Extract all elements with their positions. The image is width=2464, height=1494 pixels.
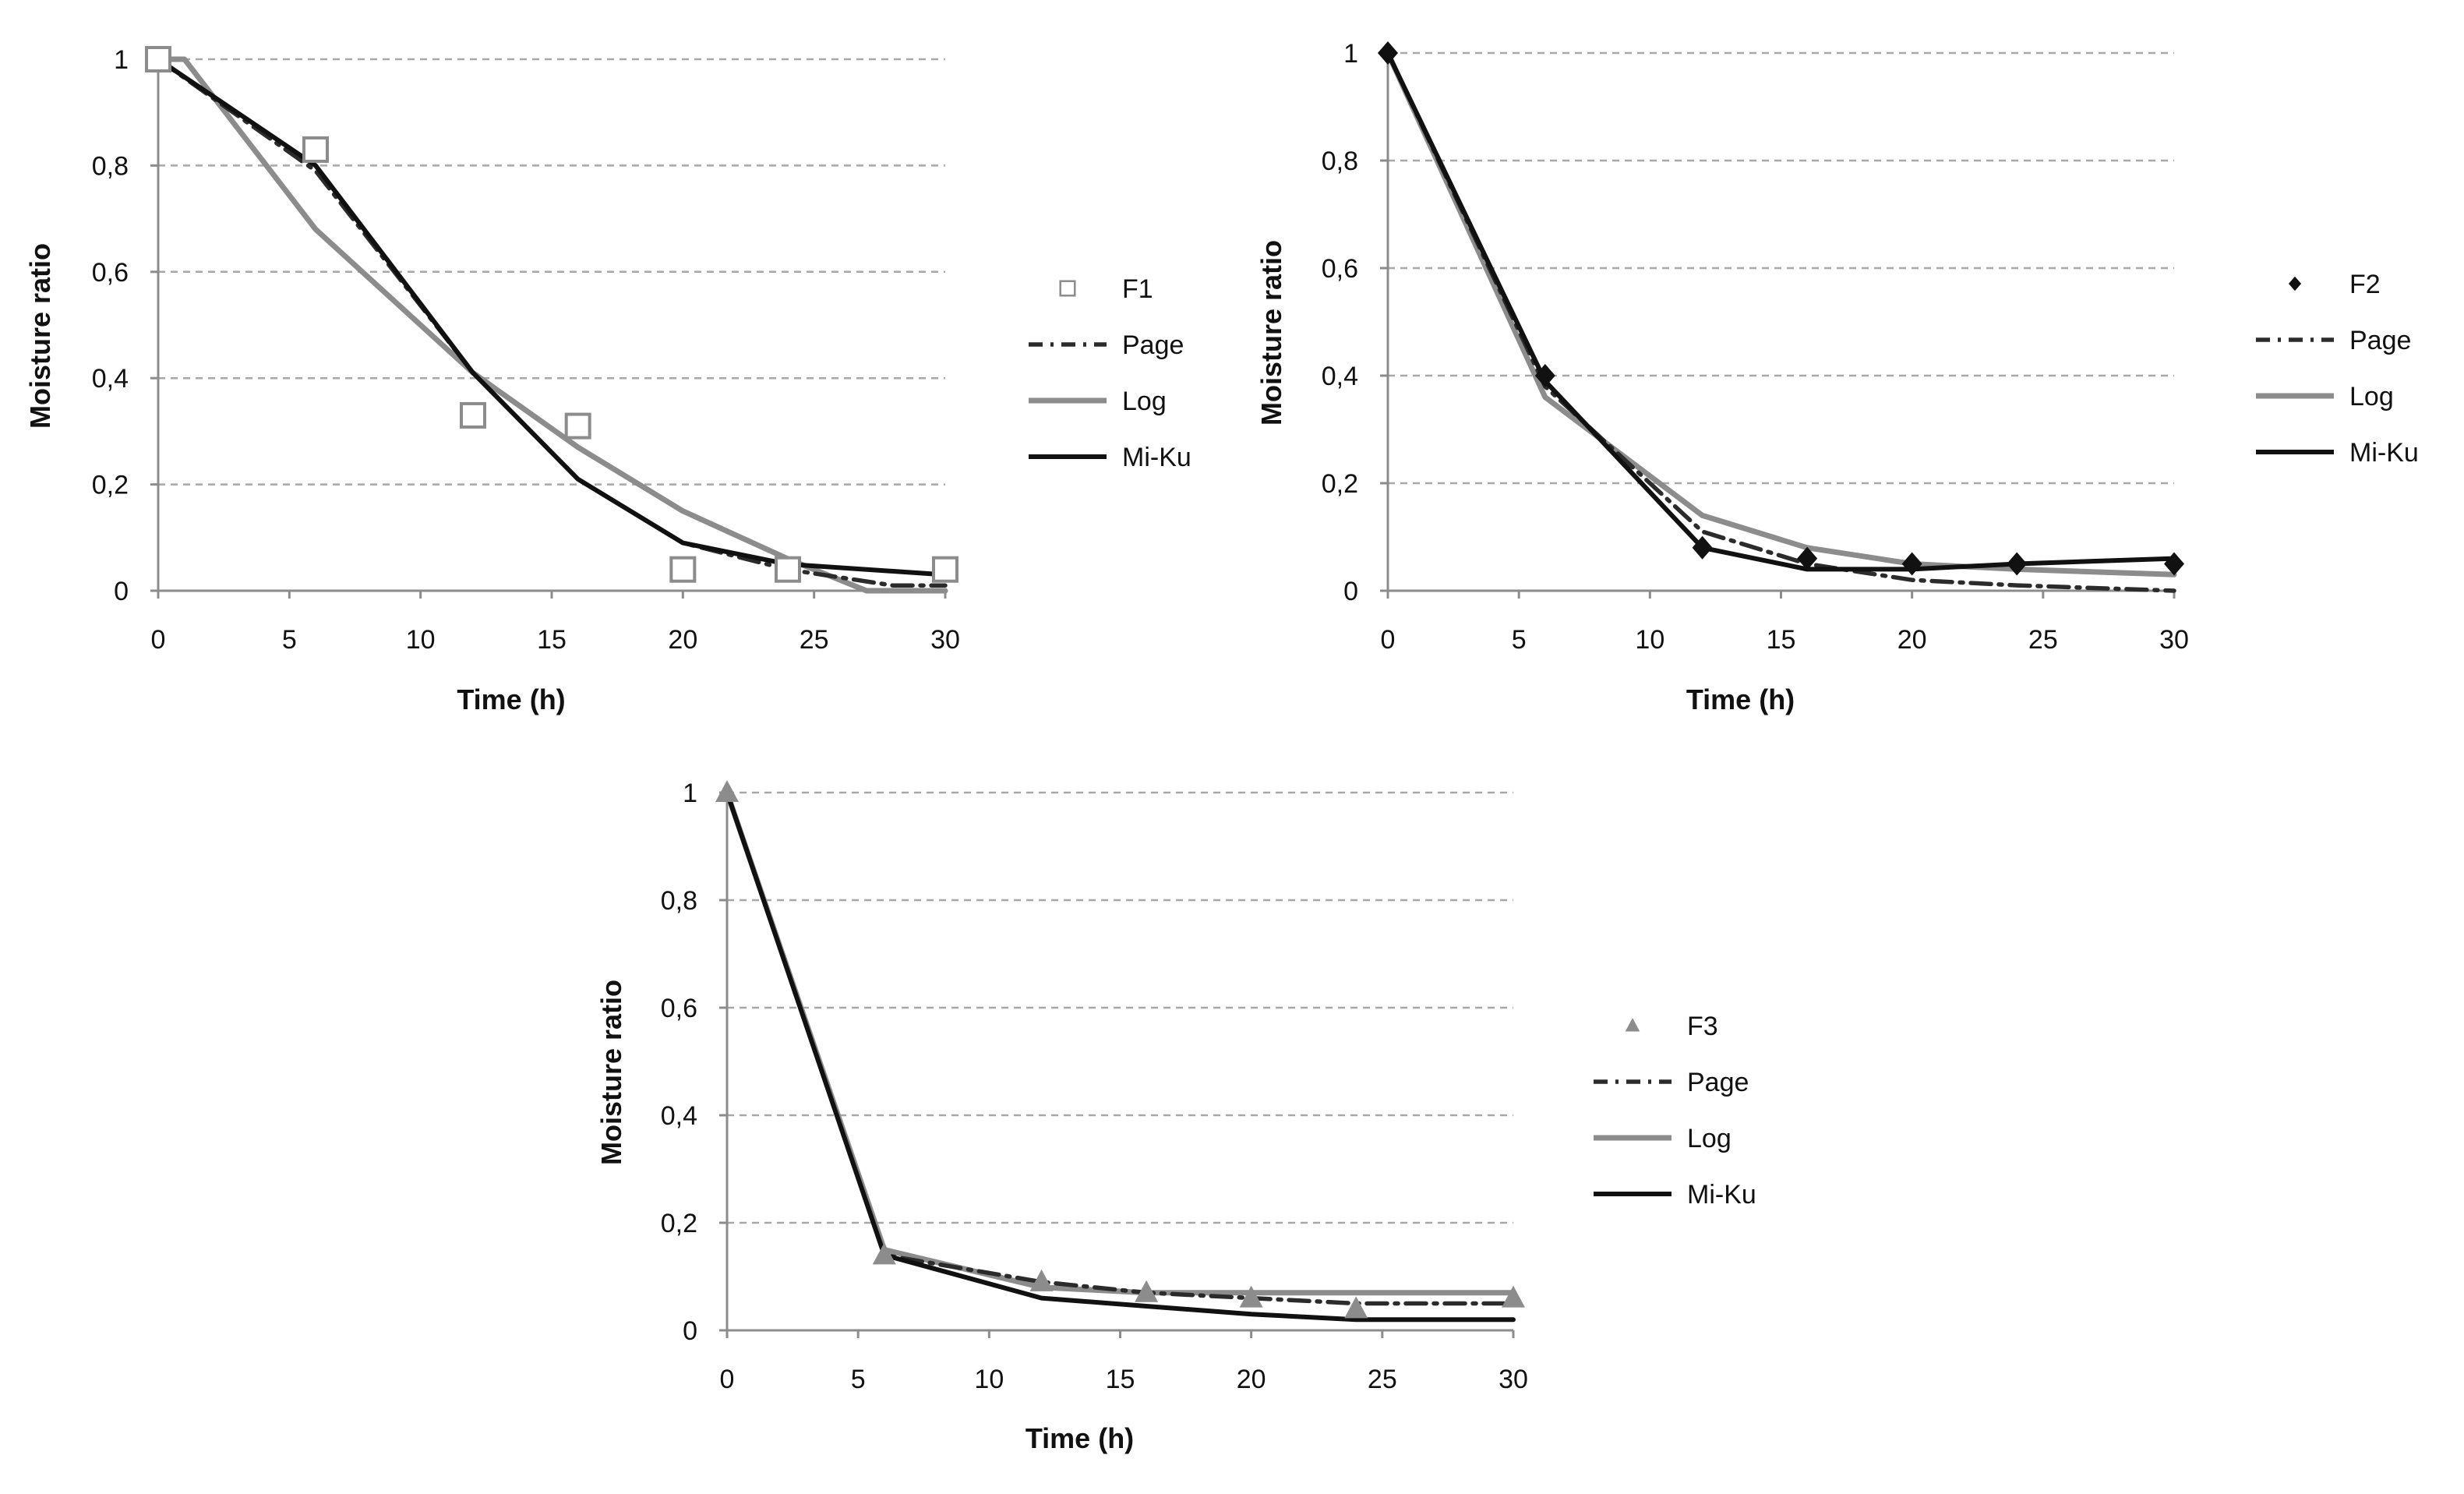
data-point [564,412,591,440]
legend-marker-f2 [2288,276,2302,291]
x-axis-title: Time (h) [457,683,565,715]
y-tick-label: 0,2 [1322,469,1358,499]
legend-label: F2 [2349,270,2381,299]
legend-marker-f3 [1625,1018,1640,1032]
y-tick-label: 0,4 [92,364,129,394]
y-axis-title: Moisture ratio [24,243,56,429]
x-tick-label: 30 [1499,1365,1528,1394]
y-tick-label: 0,4 [661,1101,697,1131]
y-tick-label: 0,2 [661,1209,697,1238]
x-tick-label: 10 [974,1365,1004,1394]
series-line-page [156,57,948,588]
data-point [669,556,697,583]
y-tick-label: 0,8 [661,886,697,916]
series-line-page [725,790,1516,1306]
data-point [460,401,486,429]
data-point [1239,1285,1263,1308]
data-point [302,136,329,163]
data-point [2164,552,2184,576]
x-tick-label: 15 [537,625,567,655]
y-tick-label: 0 [1343,577,1358,606]
y-tick-label: 0,2 [92,471,129,500]
y-tick-label: 0,6 [92,258,129,288]
legend-label: Mi-Ku [1122,443,1191,472]
y-tick-label: 0,6 [1322,254,1358,284]
legend-label: Log [2349,382,2394,411]
x-axis-title: Time (h) [1025,1422,1134,1454]
x-tick-label: 15 [1767,625,1796,655]
data-point [872,1242,896,1265]
legend-label: Mi-Ku [2349,438,2419,468]
legend-label: Page [1122,330,1184,360]
legend-label: F3 [1687,1012,1718,1041]
legend-marker-f1 [1059,280,1076,297]
x-tick-label: 5 [851,1365,866,1394]
y-tick-label: 0 [683,1316,697,1346]
data-point [1692,535,1713,560]
legend-label: Mi-Ku [1687,1180,1756,1210]
y-tick-label: 0,8 [92,151,129,181]
x-tick-label: 25 [2028,625,2058,655]
y-tick-label: 1 [114,45,129,75]
data-point [1502,1285,1525,1308]
y-tick-label: 1 [683,779,697,808]
y-axis-title: Moisture ratio [595,980,627,1165]
x-tick-label: 30 [930,625,960,655]
x-tick-label: 5 [1512,625,1527,655]
x-tick-label: 30 [2159,625,2189,655]
data-point [1534,364,1555,387]
series-line-miku [156,57,948,577]
data-point [1797,546,1818,570]
data-point [2007,552,2028,576]
y-axis-title: Moisture ratio [1255,240,1287,426]
data-point [145,46,171,72]
data-point [1901,552,1922,576]
legend-label: Page [1687,1068,1749,1097]
x-tick-label: 20 [1897,625,1927,655]
data-point [715,780,739,802]
series-line-log [155,56,948,594]
y-tick-label: 0,8 [1322,147,1358,176]
y-tick-label: 0,4 [1322,362,1358,391]
data-point [932,556,958,583]
data-point [775,556,801,583]
data-point [1344,1296,1368,1319]
data-point [1135,1280,1159,1302]
legend-label: F1 [1122,274,1153,304]
x-tick-label: 20 [668,625,697,655]
data-point [1029,1269,1054,1291]
legend-label: Log [1122,387,1167,416]
x-tick-label: 0 [1381,625,1396,655]
y-tick-label: 0 [114,577,129,606]
x-tick-label: 5 [282,625,297,655]
x-tick-label: 20 [1237,1365,1266,1394]
x-tick-label: 10 [406,625,436,655]
legend-label: Log [1687,1124,1732,1153]
x-tick-label: 0 [151,625,166,655]
x-tick-label: 25 [800,625,829,655]
y-tick-label: 1 [1343,39,1358,69]
x-tick-label: 0 [720,1365,735,1394]
y-tick-label: 0,6 [661,994,697,1023]
data-point [1378,41,1398,65]
series-line-page [1386,51,2176,593]
series-line-miku [725,790,1516,1323]
series-line-log [724,789,1516,1296]
x-axis-title: Time (h) [1686,683,1795,715]
x-tick-label: 25 [1368,1365,1397,1394]
series-line-log [1385,50,2177,577]
legend-label: Page [2349,326,2411,355]
x-tick-label: 15 [1106,1365,1135,1394]
x-tick-label: 10 [1635,625,1664,655]
